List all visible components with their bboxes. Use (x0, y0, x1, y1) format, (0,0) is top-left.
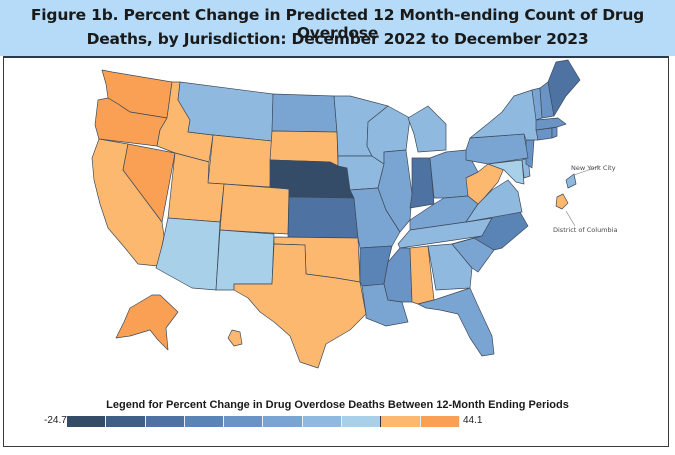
jurisdiction-nm (215, 229, 275, 291)
legend-bin-0 (67, 416, 107, 427)
jurisdiction-pa (465, 133, 529, 165)
legend-bin-7 (342, 416, 382, 427)
jurisdiction-hi (227, 329, 243, 347)
dc-callout-label: District of Columbia (553, 226, 617, 234)
jurisdiction-ak (115, 294, 179, 351)
jurisdiction-md (487, 159, 525, 185)
jurisdiction-ks (287, 196, 359, 239)
title-banner: Figure 1b. Percent Change in Predicted 1… (0, 0, 675, 56)
legend-bin-3 (184, 416, 225, 427)
legend-bin-2 (145, 416, 185, 427)
dc-callout: District of Columbia (553, 210, 617, 234)
legend-bin-8 (381, 416, 421, 427)
jurisdiction-wy (207, 134, 273, 188)
jurisdiction-ma (535, 117, 567, 131)
figure-title-line-1: Figure 1b. Percent Change in Predicted 1… (30, 6, 645, 42)
legend-bin-4 (224, 416, 264, 427)
jurisdiction-dc (555, 193, 569, 210)
jurisdiction-tx (233, 243, 367, 369)
jurisdiction-ny (469, 89, 539, 141)
jurisdiction-wv (465, 163, 505, 205)
legend-color-bar (67, 416, 460, 427)
jurisdiction-il (377, 149, 413, 233)
legend-min-label: -24.7 (44, 415, 67, 426)
figure-title-line-2: Deaths, by Jurisdiction: December 2022 t… (86, 30, 589, 48)
legend-bin-9 (420, 416, 460, 427)
jurisdiction-az (155, 217, 221, 291)
legend-bin-5 (263, 416, 303, 427)
jurisdiction-ri (551, 126, 558, 139)
legend-title: Legend for Percent Change in Drug Overdo… (106, 399, 569, 411)
jurisdiction-nyc (565, 173, 577, 189)
dc-callout-line (565, 210, 576, 227)
jurisdiction-mt (177, 81, 274, 142)
states-layer (91, 59, 581, 369)
jurisdiction-in (409, 157, 435, 209)
jurisdiction-nd (271, 93, 338, 133)
jurisdiction-nv (122, 143, 176, 223)
legend-bin-1 (106, 416, 146, 427)
us-choropleth-map: New York City District of Columbia (91, 59, 617, 369)
jurisdiction-ms (383, 247, 413, 303)
jurisdiction-nc (451, 211, 529, 251)
nyc-callout: New York City (571, 164, 616, 176)
jurisdiction-me (547, 59, 581, 117)
jurisdiction-mi (407, 105, 447, 153)
jurisdiction-fl (417, 287, 495, 357)
legend-max-label: 44.1 (463, 415, 483, 426)
jurisdiction-ga (427, 243, 473, 291)
nyc-callout-label: New York City (571, 164, 616, 172)
jurisdiction-co (219, 183, 290, 235)
legend-bin-6 (302, 416, 343, 427)
nyc-callout-line (573, 165, 601, 176)
